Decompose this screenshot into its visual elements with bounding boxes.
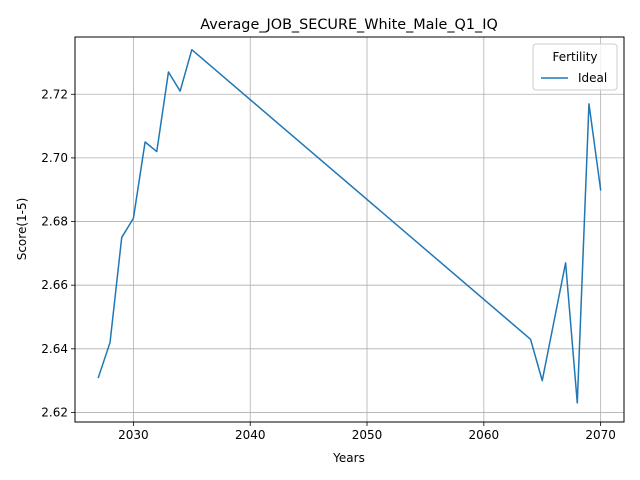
- y-tick-label: 2.70: [41, 151, 68, 165]
- x-tick-label: 2030: [118, 428, 149, 442]
- y-tick-label: 2.66: [41, 278, 68, 292]
- y-axis-ticks: 2.62 2.64 2.66 2.68 2.70 2.72: [41, 87, 75, 419]
- x-tick-label: 2070: [585, 428, 616, 442]
- y-axis-title: Score(1-5): [15, 198, 29, 261]
- legend-title: Fertility: [552, 50, 597, 64]
- legend: Fertility Ideal: [532, 43, 618, 91]
- x-tick-label: 2060: [469, 428, 500, 442]
- y-tick-label: 2.72: [41, 87, 68, 101]
- x-tick-label: 2040: [235, 428, 266, 442]
- y-tick-label: 2.64: [41, 342, 68, 356]
- y-tick-label: 2.68: [41, 215, 68, 229]
- x-axis-title: Years: [332, 451, 365, 465]
- x-tick-label: 2050: [352, 428, 383, 442]
- grid: [75, 37, 624, 422]
- plot-area-frame: [74, 36, 625, 423]
- x-axis-ticks: 2030 2040 2050 2060 2070: [118, 422, 616, 442]
- series-line-ideal: [97, 48, 602, 404]
- series-layer: [97, 48, 602, 404]
- y-tick-label: 2.62: [41, 405, 68, 419]
- legend-label-ideal: Ideal: [578, 71, 607, 85]
- chart-title: Average_JOB_SECURE_White_Male_Q1_IQ: [200, 17, 498, 33]
